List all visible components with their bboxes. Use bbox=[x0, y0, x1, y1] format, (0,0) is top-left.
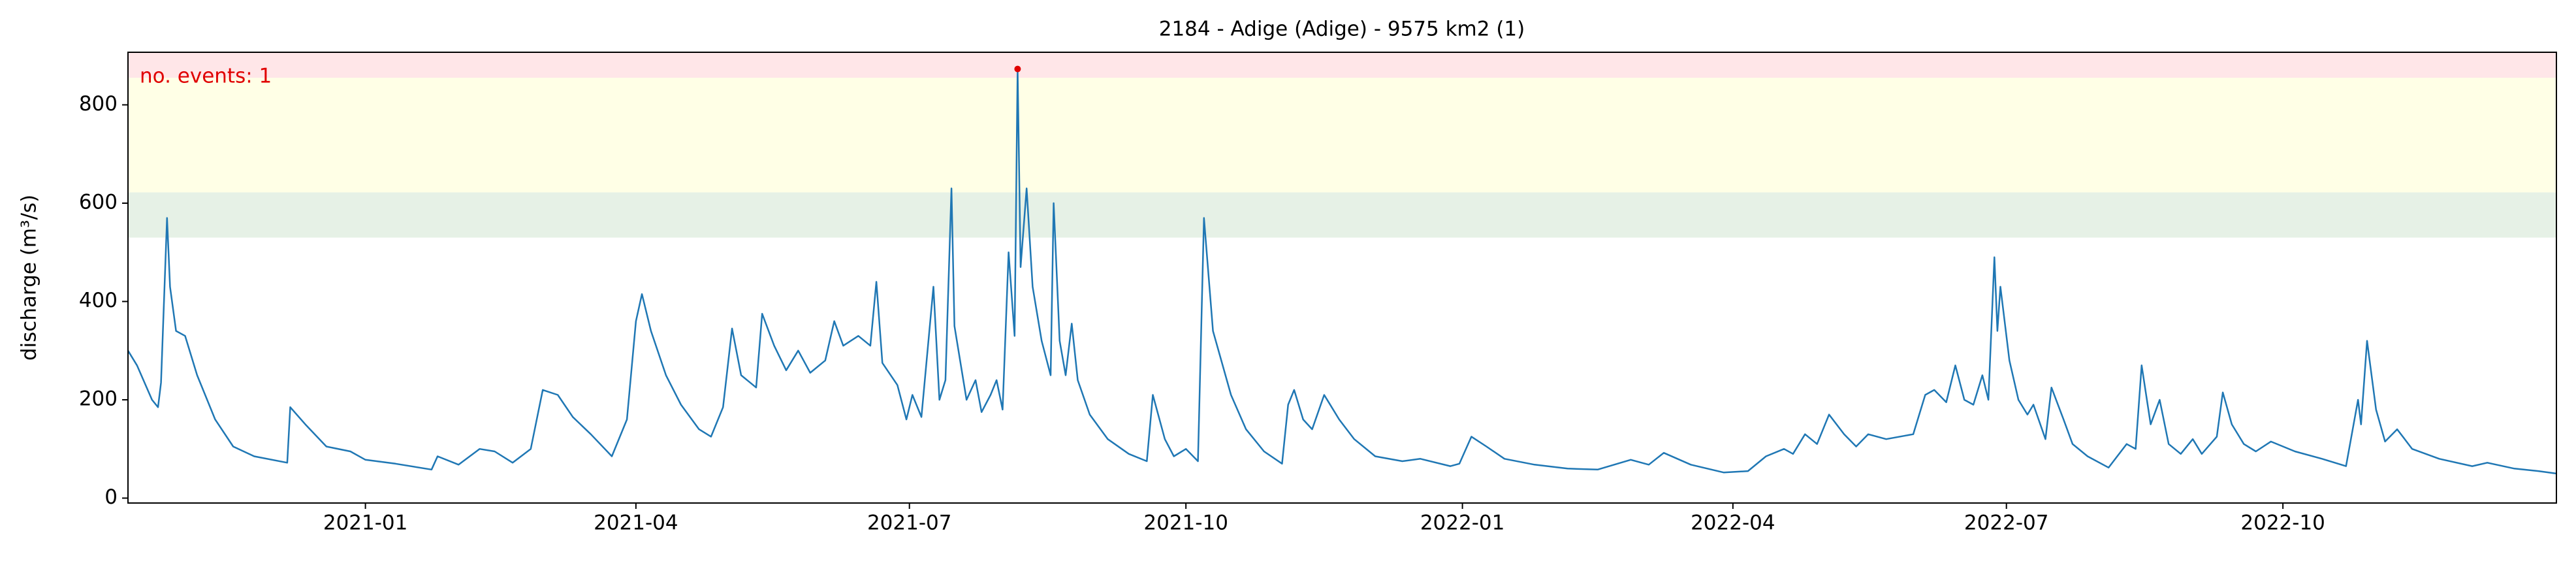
x-tick-label: 2022-10 bbox=[2240, 512, 2325, 535]
event-marker bbox=[1014, 65, 1021, 73]
x-tick-label: 2022-04 bbox=[1691, 512, 1775, 535]
y-tick-label: 800 bbox=[79, 92, 118, 116]
x-tick-label: 2022-07 bbox=[1964, 512, 2049, 535]
y-axis-label: discharge (m³/s) bbox=[18, 195, 41, 361]
x-tick-label: 2021-04 bbox=[594, 512, 678, 535]
plot-frame bbox=[127, 52, 2557, 504]
annotation: no. events: 1 bbox=[140, 65, 272, 88]
x-tick-label: 2021-01 bbox=[323, 512, 408, 535]
discharge-line bbox=[127, 68, 2557, 475]
threshold-band bbox=[128, 52, 2556, 78]
y-tick-label: 600 bbox=[79, 191, 118, 214]
threshold-band bbox=[128, 192, 2556, 238]
y-tick-label: 0 bbox=[104, 485, 118, 509]
chart-title: 2184 - Adige (Adige) - 9575 km2 (1) bbox=[1159, 18, 1525, 41]
x-tick-label: 2021-07 bbox=[867, 512, 952, 535]
y-tick-label: 200 bbox=[79, 387, 118, 410]
y-tick-label: 400 bbox=[79, 289, 118, 312]
x-tick-label: 2022-01 bbox=[1420, 512, 1505, 535]
x-tick-label: 2021-10 bbox=[1143, 512, 1228, 535]
threshold-band bbox=[128, 78, 2556, 193]
